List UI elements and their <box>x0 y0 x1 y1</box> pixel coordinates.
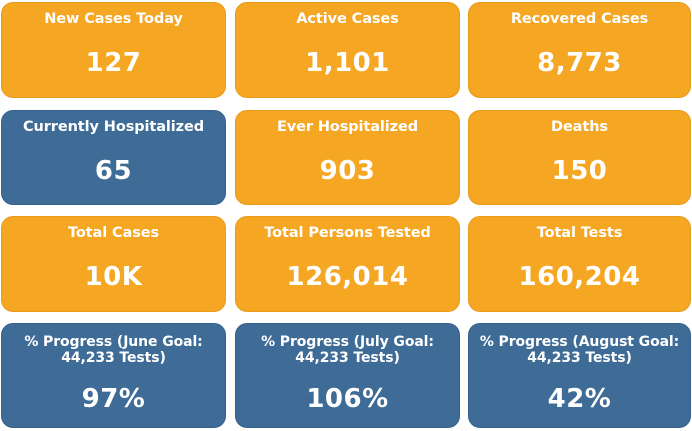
card-progress-july-goal: % Progress (July Goal: 44,233 Tests) 106… <box>235 323 460 428</box>
card-label: Active Cases <box>296 11 399 27</box>
card-label-line-2: 44,233 Tests) <box>61 350 166 366</box>
card-label: New Cases Today <box>44 11 183 27</box>
card-value: 127 <box>85 48 142 78</box>
card-value: 903 <box>319 156 376 186</box>
card-new-cases-today: New Cases Today 127 <box>1 2 226 98</box>
card-recovered-cases: Recovered Cases 8,773 <box>468 2 691 98</box>
card-progress-august-goal: % Progress (August Goal: 44,233 Tests) 4… <box>468 323 691 428</box>
card-value: 10K <box>84 262 143 292</box>
card-label-line-1: % Progress (August Goal: <box>479 334 680 350</box>
card-ever-hospitalized: Ever Hospitalized 903 <box>235 110 460 205</box>
card-label: Total Tests <box>536 225 623 241</box>
card-active-cases: Active Cases 1,101 <box>235 2 460 98</box>
card-value: 8,773 <box>537 48 622 78</box>
card-value: 1,101 <box>305 48 390 78</box>
card-label-line-2: 44,233 Tests) <box>527 350 632 366</box>
card-label: Ever Hospitalized <box>276 119 419 135</box>
card-label-line-1: % Progress (July Goal: <box>261 334 434 350</box>
card-label: Total Persons Tested <box>264 225 431 241</box>
card-value: 150 <box>551 156 608 186</box>
card-value: 65 <box>94 156 133 186</box>
card-value: 97% <box>81 384 146 414</box>
card-value: 126,014 <box>286 262 409 292</box>
card-label-line-1: % Progress (June Goal: <box>24 334 203 350</box>
card-label: Currently Hospitalized <box>22 119 204 135</box>
card-total-tests: Total Tests 160,204 <box>468 216 691 312</box>
card-total-cases: Total Cases 10K <box>1 216 226 312</box>
card-label: % Progress (July Goal: 44,233 Tests) <box>242 334 453 366</box>
card-label: % Progress (August Goal: 44,233 Tests) <box>475 334 684 366</box>
card-currently-hospitalized: Currently Hospitalized 65 <box>1 110 226 205</box>
card-value: 42% <box>547 384 612 414</box>
card-label: Recovered Cases <box>510 11 649 27</box>
card-label: Total Cases <box>67 225 160 241</box>
card-value: 106% <box>306 384 389 414</box>
card-label-line-2: 44,233 Tests) <box>295 350 400 366</box>
card-label: Deaths <box>551 119 608 135</box>
card-value: 160,204 <box>518 262 641 292</box>
card-total-persons-tested: Total Persons Tested 126,014 <box>235 216 460 312</box>
card-deaths: Deaths 150 <box>468 110 691 205</box>
card-progress-june-goal: % Progress (June Goal: 44,233 Tests) 97% <box>1 323 226 428</box>
card-label: % Progress (June Goal: 44,233 Tests) <box>8 334 219 366</box>
